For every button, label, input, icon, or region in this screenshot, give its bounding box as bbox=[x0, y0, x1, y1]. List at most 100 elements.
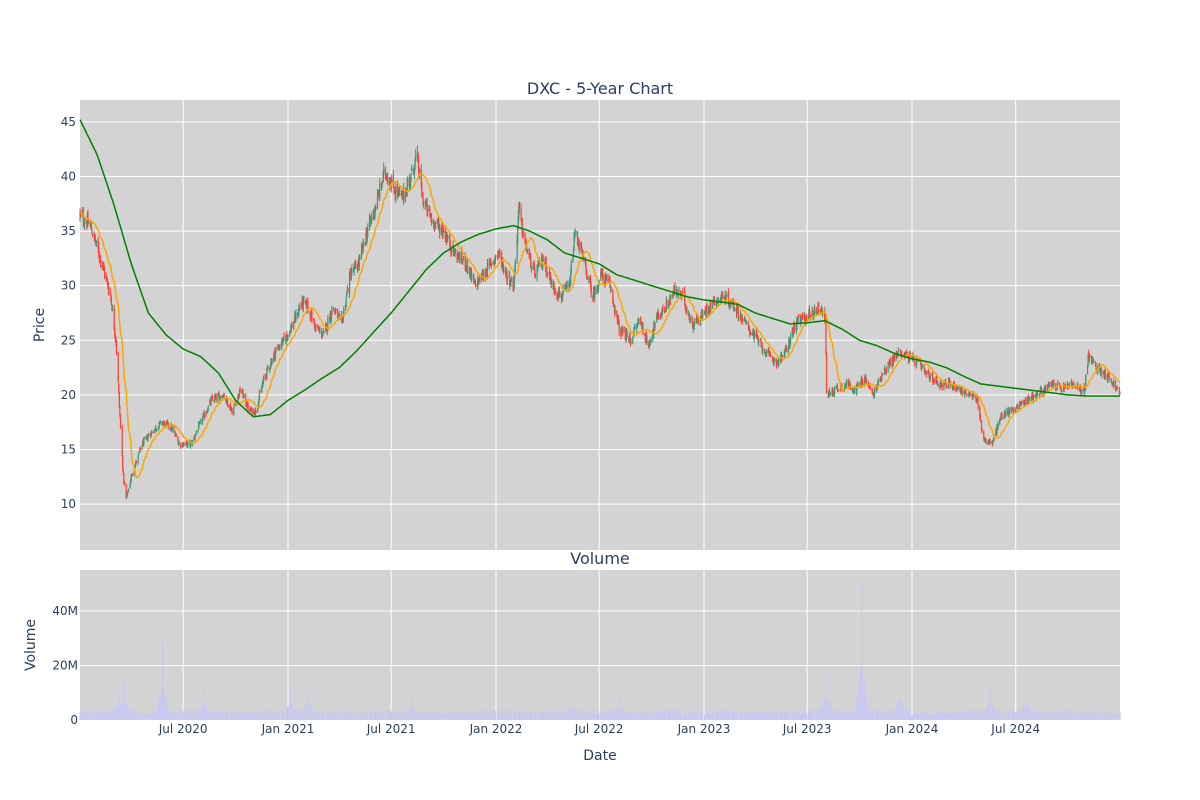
candle-body bbox=[632, 338, 634, 342]
candle-body bbox=[395, 186, 397, 197]
candle-body bbox=[245, 394, 247, 405]
volume-bar bbox=[107, 711, 110, 720]
candle-body bbox=[741, 317, 743, 321]
volume-bar bbox=[746, 715, 748, 720]
volume-bar bbox=[1053, 711, 1055, 720]
volume-bar bbox=[877, 712, 879, 720]
candle-body bbox=[808, 309, 811, 315]
volume-bar bbox=[758, 712, 760, 720]
candle-body bbox=[127, 488, 130, 492]
candle-body bbox=[601, 270, 604, 277]
candle-body bbox=[546, 273, 548, 274]
candle-body bbox=[318, 330, 320, 332]
candle-body bbox=[173, 427, 175, 432]
candle-body bbox=[262, 382, 264, 385]
candle-body bbox=[334, 311, 336, 315]
candle-body bbox=[722, 294, 724, 299]
volume-bar bbox=[219, 709, 221, 720]
volume-bar bbox=[841, 712, 844, 720]
candle-body bbox=[309, 311, 311, 313]
volume-bar bbox=[666, 715, 668, 720]
date-tick-label: Jul 2021 bbox=[366, 722, 416, 736]
volume-bar bbox=[518, 712, 520, 720]
candle-body bbox=[821, 307, 823, 313]
candle-body bbox=[518, 201, 520, 209]
volume-bar bbox=[1117, 713, 1119, 720]
candle-body bbox=[375, 206, 377, 209]
candle-body bbox=[744, 318, 746, 320]
candle-body bbox=[431, 217, 433, 224]
candle-body bbox=[669, 298, 671, 305]
volume-bar bbox=[95, 714, 98, 720]
candle-body bbox=[105, 275, 107, 278]
candle-body bbox=[881, 374, 883, 376]
candle-body bbox=[604, 275, 607, 285]
date-axis-title: Date bbox=[583, 748, 616, 764]
volume-bar bbox=[626, 710, 628, 720]
volume-bar bbox=[582, 715, 584, 720]
candle-body bbox=[91, 232, 93, 235]
candle-body bbox=[689, 317, 691, 322]
volume-bar bbox=[1109, 714, 1111, 720]
candle-body bbox=[286, 333, 288, 336]
candle-body bbox=[521, 218, 523, 234]
volume-bar bbox=[905, 714, 907, 720]
candle-body bbox=[572, 248, 575, 258]
volume-bar bbox=[1089, 712, 1091, 720]
candle-body bbox=[570, 263, 572, 275]
candle-body bbox=[541, 255, 543, 266]
candle-body bbox=[102, 266, 104, 268]
date-tick-label: Jul 2023 bbox=[782, 722, 832, 736]
candle-body bbox=[800, 318, 803, 320]
volume-bar bbox=[415, 710, 417, 720]
volume-bar bbox=[187, 713, 189, 720]
candle-body bbox=[510, 283, 512, 287]
candle-body bbox=[145, 437, 147, 439]
candle-body bbox=[900, 350, 902, 356]
volume-bar bbox=[474, 714, 477, 720]
volume-bar bbox=[1029, 707, 1031, 720]
candle-body bbox=[103, 264, 105, 270]
volume-bar bbox=[742, 713, 744, 720]
volume-bar bbox=[1017, 712, 1019, 720]
candle-body bbox=[245, 404, 247, 407]
candle-body bbox=[847, 380, 849, 384]
volume-bar bbox=[87, 712, 90, 720]
candle-body bbox=[417, 156, 420, 170]
candle-body bbox=[336, 309, 339, 319]
candle-body bbox=[1104, 369, 1106, 375]
candle-body bbox=[996, 425, 998, 434]
candle-body bbox=[210, 398, 212, 405]
candle-body bbox=[446, 235, 449, 240]
volume-bar bbox=[191, 715, 193, 720]
candle-body bbox=[98, 247, 100, 256]
candle-body bbox=[123, 481, 126, 485]
candle-body bbox=[362, 240, 364, 250]
candle-body bbox=[350, 274, 352, 280]
candle-body bbox=[1118, 389, 1121, 394]
candle-body bbox=[764, 352, 767, 357]
candle-body bbox=[907, 355, 910, 362]
volume-bar bbox=[821, 706, 824, 720]
candle-body bbox=[1024, 404, 1026, 406]
candle-body bbox=[367, 227, 369, 233]
volume-bar bbox=[901, 704, 903, 720]
candle-body bbox=[1084, 386, 1086, 393]
candle-body bbox=[118, 383, 120, 393]
candle-body bbox=[311, 312, 313, 321]
candle-body bbox=[865, 378, 868, 385]
volume-bar bbox=[833, 710, 836, 720]
candle-body bbox=[578, 243, 580, 251]
candle-body bbox=[908, 361, 910, 363]
volume-bar bbox=[754, 714, 756, 720]
candle-body bbox=[913, 355, 915, 359]
candle-body bbox=[940, 380, 942, 387]
candle-body bbox=[582, 252, 584, 260]
candle-body bbox=[458, 253, 460, 258]
candle-body bbox=[956, 386, 959, 389]
candle-body bbox=[295, 312, 297, 321]
price-tick-label: 35 bbox=[61, 224, 76, 238]
candle-body bbox=[776, 363, 778, 365]
candle-body bbox=[318, 328, 320, 330]
price-tick-label: 30 bbox=[61, 279, 76, 293]
